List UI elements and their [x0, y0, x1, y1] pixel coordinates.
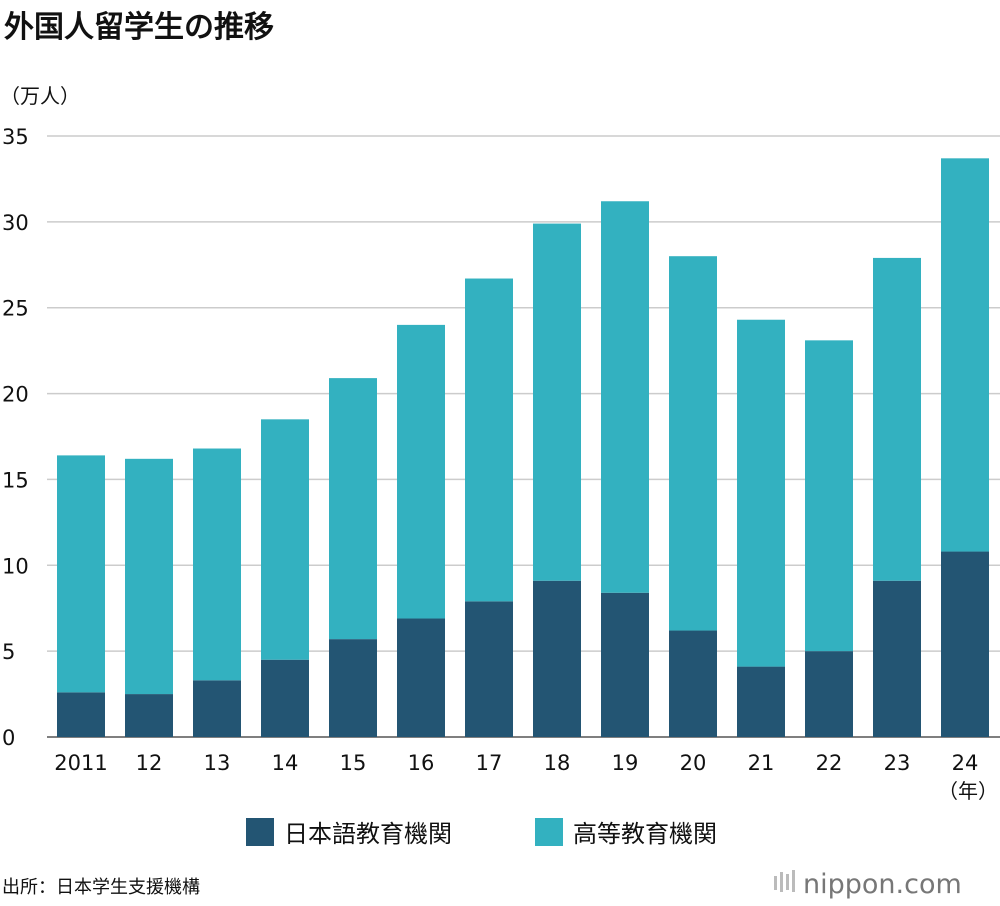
bar-segment-higher-education: [805, 340, 853, 652]
legend: 日本語教育機関 高等教育機関: [246, 818, 717, 848]
legend-label-higher-education: 高等教育機関: [573, 820, 717, 848]
bar-segment-higher-education: [57, 455, 105, 693]
y-tick-label: 5: [2, 640, 15, 664]
x-tick-label: 23: [884, 751, 911, 775]
x-tick-label: 15: [340, 751, 367, 775]
nippon-logo: nippon.com: [774, 869, 962, 900]
bar-segment-japanese-language: [669, 630, 717, 737]
y-tick-label: 20: [2, 383, 29, 407]
bar-segment-japanese-language: [125, 694, 173, 737]
bar-segment-higher-education: [601, 201, 649, 593]
x-tick-label: 13: [204, 751, 231, 775]
x-tick-label: 18: [544, 751, 571, 775]
bar-segment-japanese-language: [941, 551, 989, 737]
y-tick-label: 15: [2, 468, 29, 492]
bar-segment-japanese-language: [601, 592, 649, 737]
bar-segment-higher-education: [465, 278, 513, 602]
y-tick-label: 35: [2, 125, 29, 149]
bar-segment-higher-education: [397, 324, 445, 619]
bar-segment-higher-education: [941, 158, 989, 552]
x-tick-label: 2011: [54, 751, 107, 775]
legend-swatch-japanese-language: [246, 818, 274, 846]
y-axis-label: （万人）: [0, 84, 80, 108]
x-tick-label: 24: [952, 751, 979, 775]
bar-segment-higher-education: [125, 458, 173, 695]
y-tick-label: 30: [2, 211, 29, 235]
chart-title: 外国人留学生の推移: [4, 10, 274, 45]
bar-segment-higher-education: [193, 448, 241, 681]
bar-segment-japanese-language: [465, 601, 513, 737]
y-tick-label: 0: [2, 726, 15, 750]
bar-segment-higher-education: [533, 223, 581, 581]
x-axis-label: （年）: [938, 779, 998, 803]
y-tick-label: 25: [2, 297, 29, 321]
bar-segment-japanese-language: [193, 680, 241, 737]
bar-segment-higher-education: [261, 419, 309, 660]
bar-segment-japanese-language: [329, 639, 377, 737]
x-tick-label: 17: [476, 751, 503, 775]
bar-segment-japanese-language: [737, 666, 785, 737]
y-tick-label: 10: [2, 554, 29, 578]
x-tick-label: 14: [272, 751, 299, 775]
legend-swatch-higher-education: [535, 818, 563, 846]
bar-segment-japanese-language: [805, 651, 853, 737]
legend-label-japanese-language: 日本語教育機関: [284, 820, 452, 848]
bar-segment-higher-education: [329, 378, 377, 640]
x-tick-label: 20: [680, 751, 707, 775]
bar-segment-japanese-language: [873, 580, 921, 737]
x-tick-label: 21: [748, 751, 775, 775]
source-note: 出所：日本学生支援機構: [2, 877, 200, 898]
bar-segment-higher-education: [873, 257, 921, 581]
logo-text: nippon.com: [803, 869, 962, 900]
bar-segment-japanese-language: [533, 580, 581, 737]
bar-segment-japanese-language: [57, 692, 105, 737]
x-tick-label: 16: [408, 751, 435, 775]
x-tick-label: 12: [136, 751, 163, 775]
logo-bars-icon: [774, 870, 795, 892]
bar-segment-higher-education: [669, 256, 717, 631]
bar-segment-japanese-language: [261, 659, 309, 737]
bar-segment-japanese-language: [397, 618, 445, 737]
bar-segment-higher-education: [737, 319, 785, 667]
x-tick-label: 22: [816, 751, 843, 775]
x-tick-label: 19: [612, 751, 639, 775]
